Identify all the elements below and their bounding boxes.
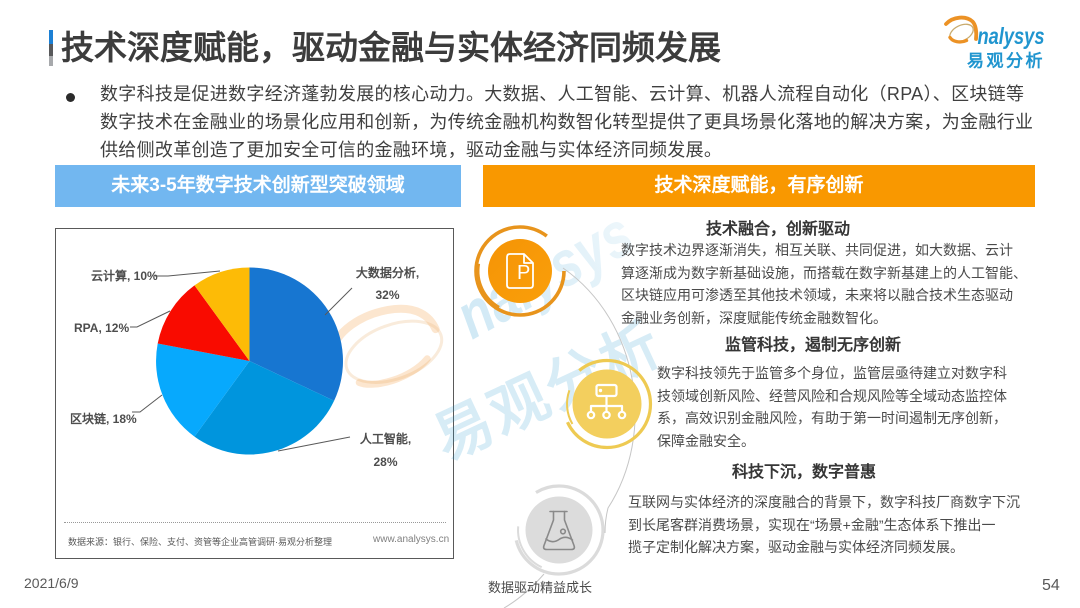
svg-text:P: P xyxy=(517,262,530,284)
svg-text:易观分析: 易观分析 xyxy=(967,51,1045,71)
svg-text:nalysys: nalysys xyxy=(978,23,1045,49)
